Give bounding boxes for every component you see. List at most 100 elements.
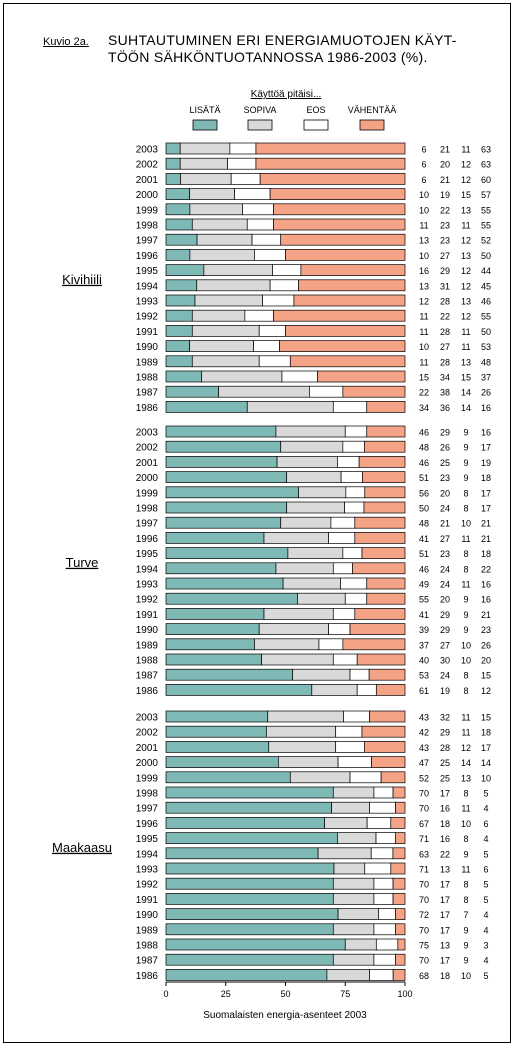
bar-segment [255, 142, 406, 155]
bar-segment [165, 309, 193, 322]
data-label: 51 [419, 549, 429, 559]
data-label: 20 [440, 595, 450, 605]
data-label: 16 [481, 403, 491, 413]
data-label: 9 [463, 849, 468, 859]
bar-segment [373, 786, 394, 799]
bar-segment [354, 516, 406, 529]
data-label: 21 [440, 145, 450, 155]
data-label: 57 [481, 190, 491, 200]
data-label: 12 [461, 312, 471, 322]
data-label: 27 [440, 251, 450, 261]
bar-segment [343, 710, 370, 723]
data-label: 11 [419, 357, 428, 367]
title-line-2: TÖÖN SÄHKÖNTUOTANNOSSA 1986-2003 (%). [108, 49, 428, 65]
bar-segment [234, 188, 271, 200]
data-label: 15 [481, 671, 491, 681]
data-label: 12 [461, 743, 471, 753]
bar-segment [189, 188, 235, 200]
bar-segment [332, 786, 375, 799]
data-label: 71 [419, 834, 429, 844]
bar-segment [354, 532, 406, 544]
data-label: 9 [463, 956, 468, 966]
bar-segment [165, 279, 198, 292]
bar-segment [189, 203, 243, 216]
bar-segment [246, 401, 334, 413]
bar-segment [165, 684, 313, 696]
data-label: 8 [463, 880, 468, 890]
bar-segment [196, 233, 253, 246]
group-label: Maakaasu [52, 840, 112, 855]
bar-segment [332, 653, 358, 666]
data-label: 39 [419, 625, 429, 635]
bar-segment [366, 577, 406, 590]
bar-segment [328, 623, 351, 635]
data-label: 17 [440, 925, 450, 935]
data-label: 11 [419, 312, 428, 322]
bar-segment [337, 456, 360, 468]
bar-segment [258, 325, 286, 337]
data-label: 10 [461, 656, 471, 666]
year-label: 2002 [136, 160, 159, 171]
year-label: 1999 [136, 205, 159, 216]
bar-segment [311, 684, 358, 696]
data-label: 72 [419, 910, 429, 920]
bar-segment [165, 532, 265, 544]
bar-segment [330, 516, 356, 529]
bar-segment [390, 817, 406, 829]
year-label: 1987 [136, 671, 159, 682]
data-label: 18 [481, 728, 491, 738]
bar-segment [272, 264, 302, 276]
bar-segment [165, 653, 262, 666]
data-label: 9 [463, 443, 468, 453]
legend-swatch [303, 119, 329, 131]
year-label: 1989 [136, 640, 159, 651]
legend-swatch [192, 119, 218, 131]
data-label: 22 [481, 564, 491, 574]
bar-segment [342, 385, 406, 398]
data-label: 13 [419, 281, 429, 291]
data-label: 4 [483, 925, 488, 935]
bar-segment [267, 710, 344, 723]
data-label: 12 [461, 236, 471, 246]
bar-segment [165, 425, 277, 438]
year-label: 1987 [136, 388, 159, 399]
year-label: 1990 [136, 910, 159, 921]
bar-segment [337, 908, 380, 920]
bar-segment [165, 623, 260, 635]
x-tick-label: 75 [340, 989, 350, 999]
group-kivihiili: 2003 6 21 11 63 2002 6 20 12 63 2001 6 21 12 60 2000 10 1… [62, 142, 491, 414]
bar-segment [253, 340, 280, 352]
data-label: 9 [463, 473, 468, 483]
data-label: 17 [481, 504, 491, 514]
data-label: 16 [440, 804, 450, 814]
bar-segment [342, 638, 406, 651]
data-label: 24 [440, 504, 450, 514]
data-label: 38 [440, 388, 450, 398]
data-label: 12 [461, 160, 471, 170]
bar-segment [368, 668, 406, 681]
data-label: 11 [461, 534, 470, 544]
data-label: 52 [481, 236, 491, 246]
bar-segment [165, 173, 181, 185]
data-label: 23 [440, 473, 450, 483]
data-label: 17 [440, 880, 450, 890]
data-label: 14 [461, 758, 471, 768]
bar-segment [378, 908, 396, 920]
bar-segment [165, 547, 289, 559]
data-label: 14 [461, 388, 471, 398]
data-label: 24 [440, 671, 450, 681]
bar-segment [390, 862, 406, 875]
year-label: 1993 [136, 865, 159, 876]
data-label: 21 [481, 534, 491, 544]
bar-segment [191, 309, 246, 322]
legend-label: VÄHENTÄÄ [348, 105, 397, 115]
bar-segment [280, 440, 344, 453]
bar-segment [356, 653, 406, 666]
figure-label: Kuvio 2a. [43, 36, 89, 48]
data-label: 20 [440, 488, 450, 498]
bar-segment [364, 486, 406, 499]
bar-segment [261, 653, 334, 666]
year-label: 1994 [136, 564, 159, 575]
data-label: 41 [419, 610, 429, 620]
